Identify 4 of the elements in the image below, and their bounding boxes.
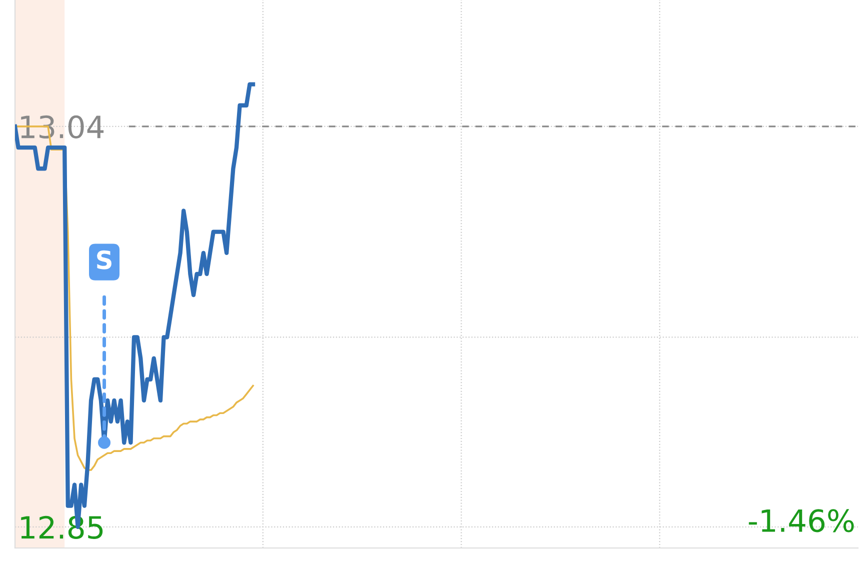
- y-tick-label: 13.04: [21, 115, 104, 139]
- y-tick-label: 12.85: [21, 516, 103, 539]
- annotation: -1.46%: [748, 509, 854, 532]
- annotation: S: [97, 250, 112, 270]
